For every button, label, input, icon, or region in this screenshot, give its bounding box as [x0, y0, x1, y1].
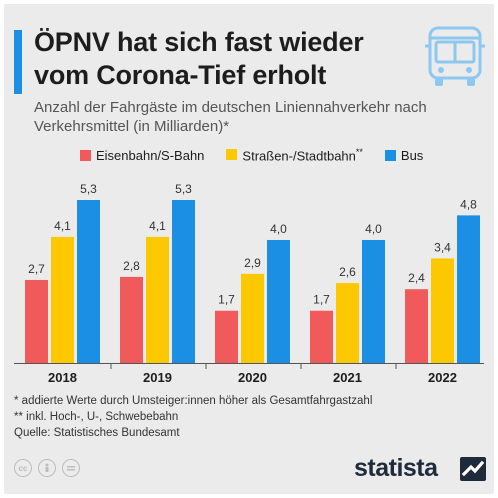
x-tick-label-2021: 2021	[333, 370, 362, 385]
data-label-strassenbahn-2019: 4,1	[149, 219, 166, 233]
bar-bus-2020	[267, 239, 290, 363]
data-label-strassenbahn-2020: 2,9	[244, 256, 261, 270]
statista-logo-icon[interactable]	[460, 457, 486, 481]
legend-item-bus: Bus	[384, 147, 424, 163]
data-label-strassenbahn-2021: 2,6	[339, 265, 356, 279]
legend-item-strassenbahn: Straßen-/Stadtbahn**	[226, 147, 363, 163]
x-tick-label-2019: 2019	[143, 370, 172, 385]
cc-icon[interactable]: cc	[14, 459, 32, 477]
data-label-bus-2019: 5,3	[175, 182, 192, 196]
bar-eisenbahn-2021	[310, 310, 333, 363]
data-label-bus-2020: 4,0	[270, 222, 287, 236]
footnotes: * addierte Werte durch Umsteiger:innen h…	[14, 393, 484, 441]
data-label-strassenbahn-2022: 3,4	[434, 240, 451, 254]
license-icons: cc	[14, 459, 86, 477]
x-tick-label-2020: 2020	[238, 370, 267, 385]
x-tick-label-2022: 2022	[428, 370, 457, 385]
bar-strassenbahn-2021	[336, 283, 359, 363]
source-note: Quelle: Statistisches Bundesamt	[14, 427, 180, 439]
bar-strassenbahn-2020	[241, 273, 264, 363]
legend-swatch-eisenbahn	[80, 149, 91, 161]
bar-strassenbahn-2018	[51, 236, 74, 363]
title-accent-bar	[14, 30, 22, 94]
data-label-strassenbahn-2018: 4,1	[54, 219, 71, 233]
data-label-eisenbahn-2022: 2,4	[408, 271, 425, 285]
data-label-bus-2021: 4,0	[365, 222, 382, 236]
bar-bus-2022	[457, 215, 480, 363]
legend-swatch-strassenbahn	[226, 149, 238, 161]
bar-bus-2021	[362, 239, 385, 363]
page-title: ÖPNV hat sich fast wieder vom Corona-Tie…	[34, 27, 364, 90]
x-tick-label-2018: 2018	[48, 370, 77, 385]
bar-strassenbahn-2022	[431, 258, 454, 363]
bar-eisenbahn-2022	[405, 289, 428, 363]
legend-label-eisenbahn: Eisenbahn/S-Bahn	[96, 147, 205, 163]
bar-eisenbahn-2019	[120, 276, 143, 363]
legend-label-strassenbahn-text: Straßen-/Stadtbahn	[242, 148, 356, 164]
legend-swatch-bus	[384, 149, 396, 161]
footnote-bahnen: ** inkl. Hoch-, U-, Schwebebahn	[14, 411, 179, 423]
data-label-eisenbahn-2019: 2,8	[123, 259, 140, 273]
legend-label-strassenbahn: Straßen-/Stadtbahn**	[242, 147, 362, 163]
chart-subtitle: Anzahl der Fahrgäste im deutschen Linien…	[34, 99, 427, 135]
by-icon[interactable]	[38, 459, 56, 477]
bar-bus-2019	[172, 200, 195, 363]
legend-item-eisenbahn: Eisenbahn/S-Bahn	[80, 148, 204, 163]
bar-strassenbahn-2019	[146, 236, 169, 363]
chart-legend: Eisenbahn/S-Bahn Straßen-/Stadtbahn** Bu…	[80, 146, 445, 164]
data-label-bus-2022: 4,8	[460, 197, 477, 211]
data-label-eisenbahn-2018: 2,7	[28, 262, 45, 276]
bar-bus-2018	[77, 200, 100, 363]
bar-eisenbahn-2018	[25, 279, 48, 363]
data-label-eisenbahn-2021: 1,7	[313, 293, 330, 307]
footnote-umsteiger: * addierte Werte durch Umsteiger:innen h…	[14, 395, 373, 407]
nd-icon[interactable]	[62, 459, 80, 477]
statista-logo-text[interactable]: statista	[354, 454, 438, 482]
legend-label-strassenbahn-suffix: **	[355, 146, 363, 157]
legend-label-bus: Bus	[400, 147, 424, 163]
bus-icon	[425, 26, 485, 86]
data-label-bus-2018: 5,3	[80, 182, 97, 196]
bar-eisenbahn-2020	[215, 310, 238, 363]
data-label-eisenbahn-2020: 1,7	[218, 293, 235, 307]
